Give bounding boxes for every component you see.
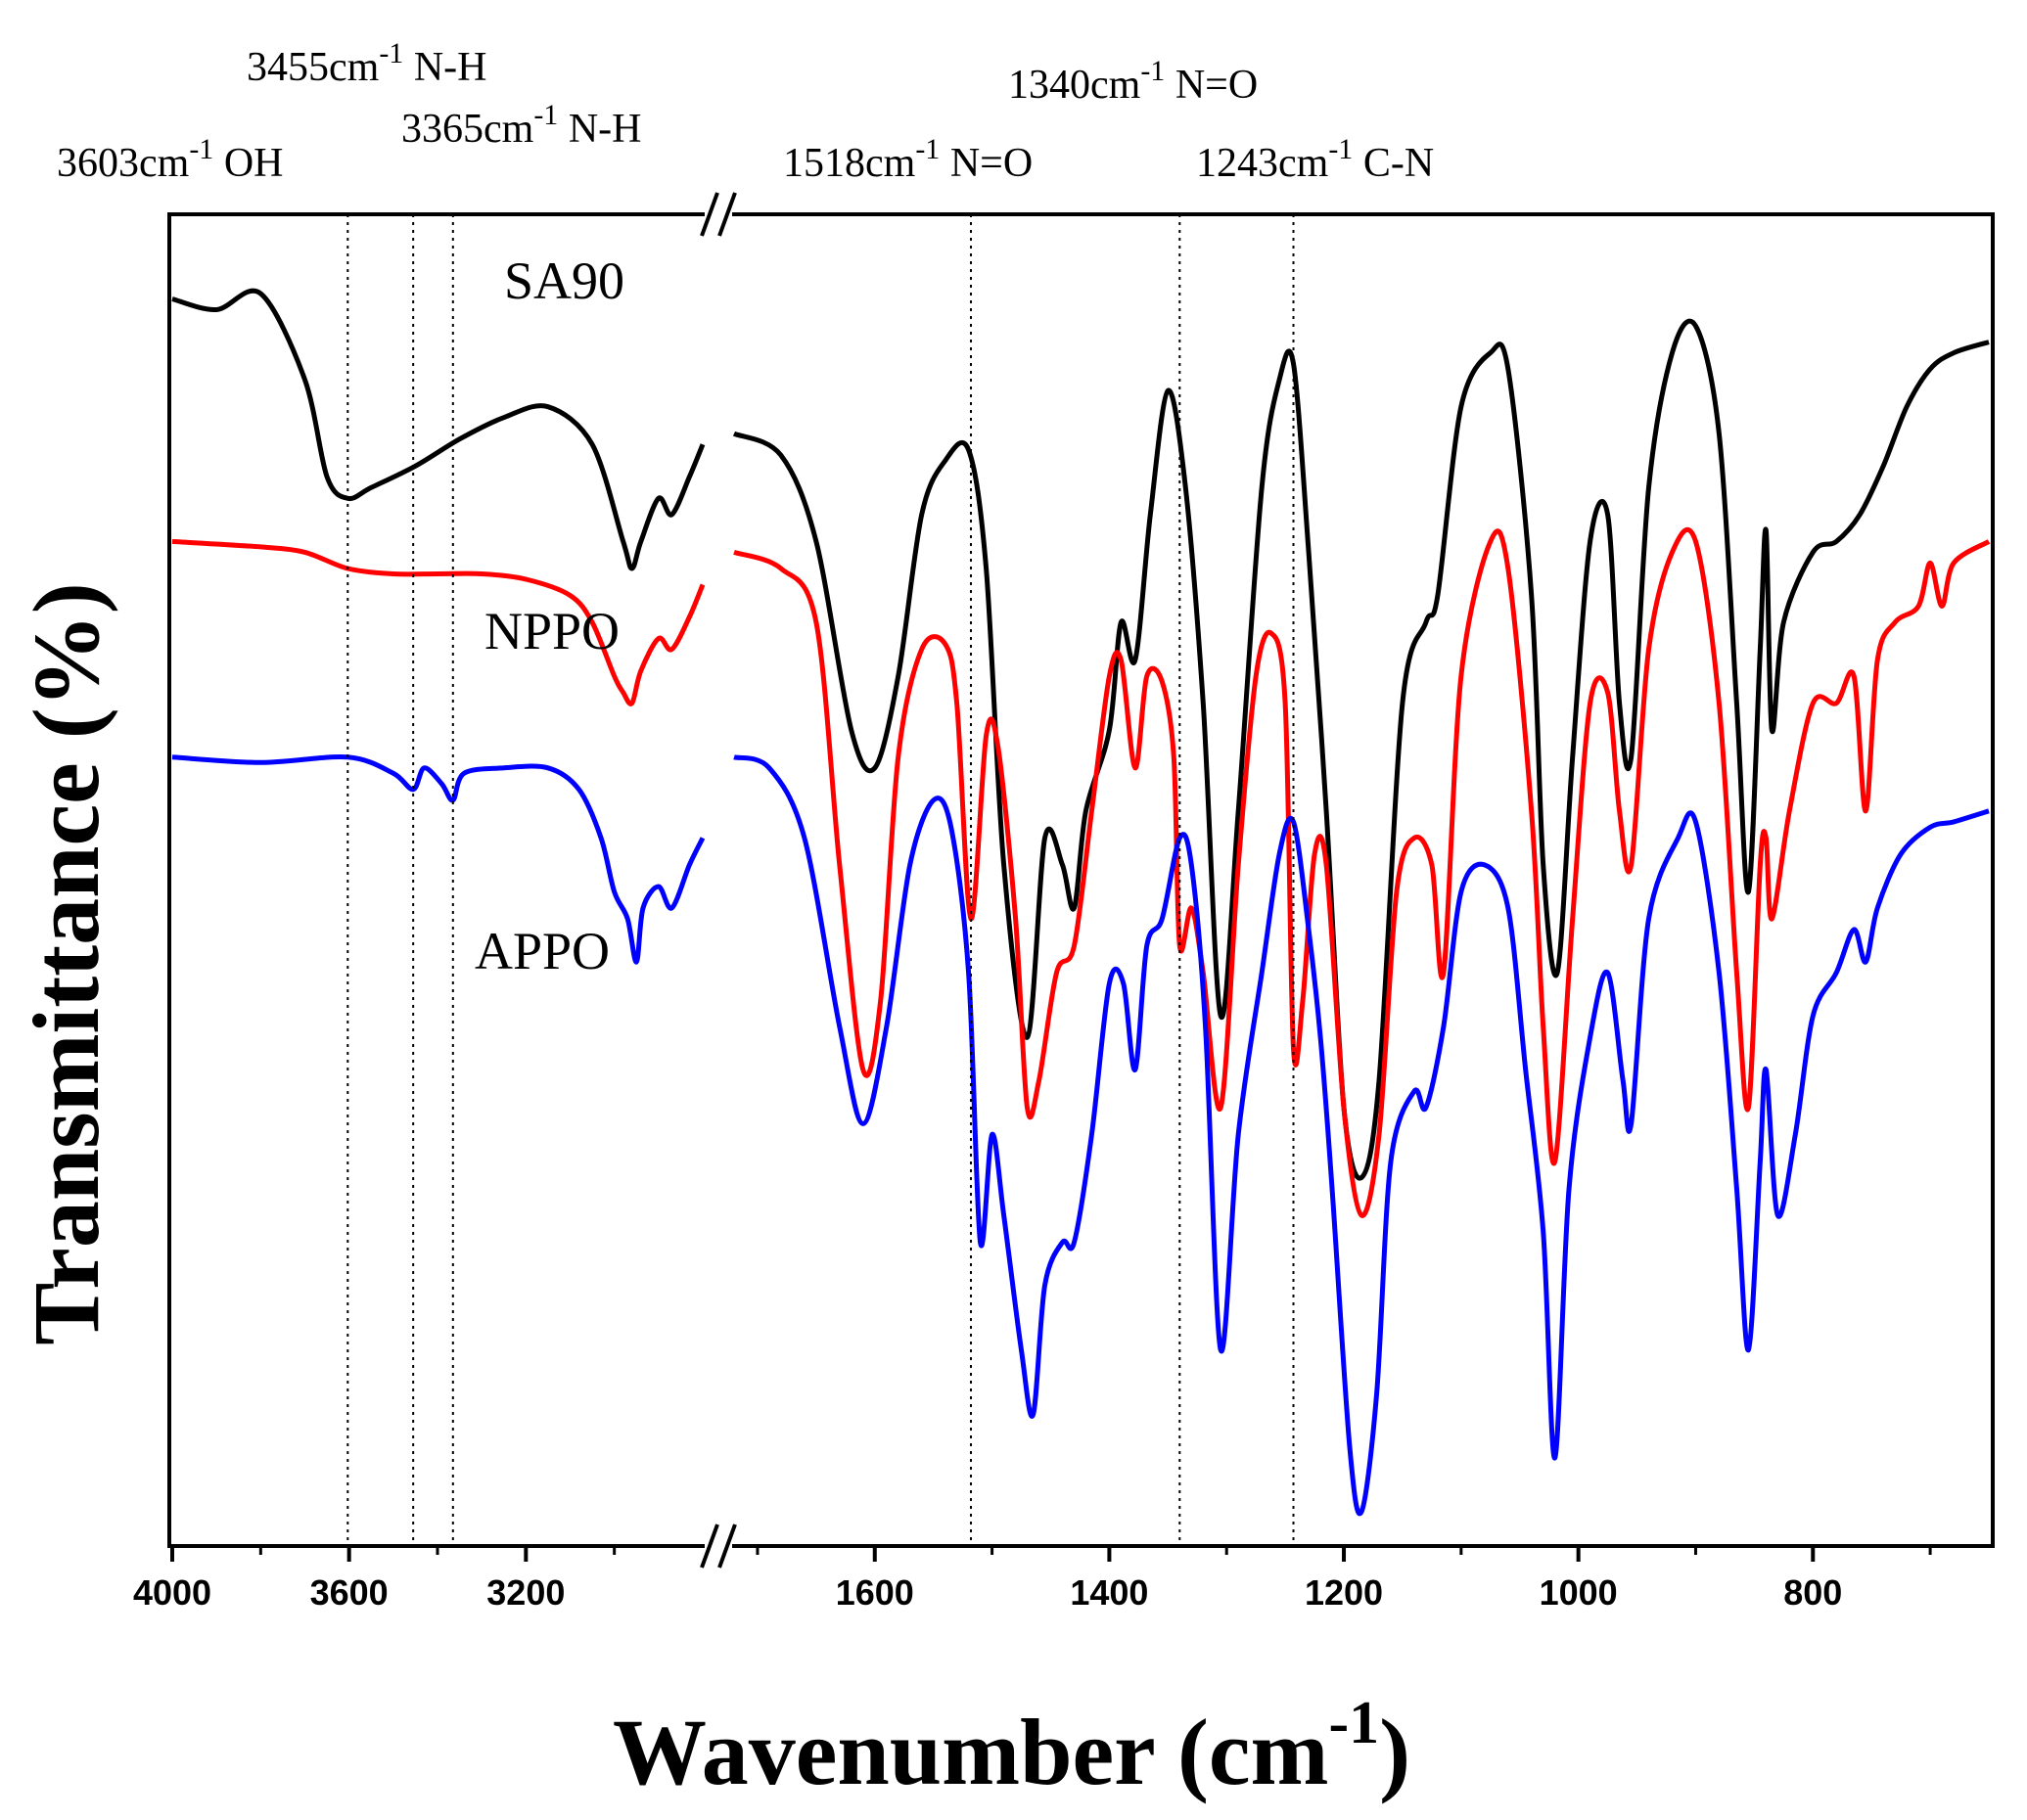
reference-lines: [346, 214, 1295, 1546]
series-line-nppo-left: [171, 538, 706, 706]
x-tick-label: 1600: [836, 1572, 914, 1613]
x-tick-label: 1400: [1070, 1572, 1148, 1613]
peak-label-sup: -1: [379, 37, 403, 69]
peak-label-1340: 1340cm-1 N=O: [1008, 55, 1258, 108]
peak-label-3365: 3365cm-1 N-H: [401, 99, 641, 152]
x-tick-label: 800: [1783, 1572, 1842, 1613]
spectra-layer: [171, 288, 1991, 1517]
x-axis-title-sup: -1: [1328, 1690, 1379, 1756]
peak-label-group: N=O: [1165, 63, 1258, 108]
peak-label-3603: 3603cm-1 OH: [57, 133, 283, 186]
series-line-sa90-right: [732, 318, 1990, 1181]
peak-label-sup: -1: [915, 133, 940, 165]
peak-label-main: 3455cm: [247, 45, 380, 90]
series-line-nppo-right: [733, 526, 1991, 1218]
break-slash: [717, 1524, 737, 1569]
x-tick-label: 3600: [310, 1572, 389, 1613]
peak-label-3455: 3455cm-1 N-H: [247, 37, 486, 90]
x-tick-label: 1200: [1305, 1572, 1383, 1613]
x-tick-label: 1000: [1540, 1572, 1618, 1613]
break-slash: [700, 1524, 719, 1569]
x-axis-title-end: ): [1379, 1700, 1410, 1804]
peak-label-sup: -1: [189, 133, 213, 165]
plot-frame: [167, 212, 1995, 1548]
x-axis-title-main: Wavenumber (cm: [613, 1700, 1328, 1804]
y-axis-title: Transmittance (%): [14, 582, 118, 1344]
peak-label-group: N-H: [558, 107, 641, 152]
peak-label-sup: -1: [1328, 133, 1353, 165]
x-ticks: 4000 3600 3200 1600 1400 1200 1000 800: [133, 1546, 1932, 1613]
peak-label-group: OH: [213, 141, 283, 186]
peak-label-sup: -1: [533, 99, 558, 131]
peak-label-1518: 1518cm-1 N=O: [783, 133, 1033, 186]
peak-label-main: 1243cm: [1196, 141, 1329, 186]
x-tick-label: 3200: [486, 1572, 565, 1613]
peak-label-main: 3365cm: [401, 107, 534, 152]
series-label-sa90: SA90: [504, 251, 624, 310]
x-axis-title: Wavenumber (cm-1): [613, 1690, 1410, 1804]
peak-label-group: C-N: [1353, 141, 1434, 186]
series-line-appo-right: [733, 754, 1990, 1517]
series-line-sa90-left: [171, 288, 706, 571]
peak-label-main: 1518cm: [783, 141, 916, 186]
axis-break-marks: [700, 192, 737, 1569]
series-line-appo-left: [171, 754, 706, 965]
peak-label-main: 1340cm: [1008, 63, 1141, 108]
series-label-appo: APPO: [475, 922, 610, 980]
break-slash: [717, 192, 737, 237]
break-slash: [700, 192, 719, 237]
peak-label-group: N=O: [940, 141, 1033, 186]
peak-label-main: 3603cm: [57, 141, 190, 186]
peak-label-1243: 1243cm-1 C-N: [1196, 133, 1434, 186]
peak-label-sup: -1: [1140, 55, 1165, 87]
x-tick-label: 4000: [133, 1572, 211, 1613]
peak-label-group: N-H: [403, 45, 486, 90]
series-label-nppo: NPPO: [484, 602, 620, 660]
